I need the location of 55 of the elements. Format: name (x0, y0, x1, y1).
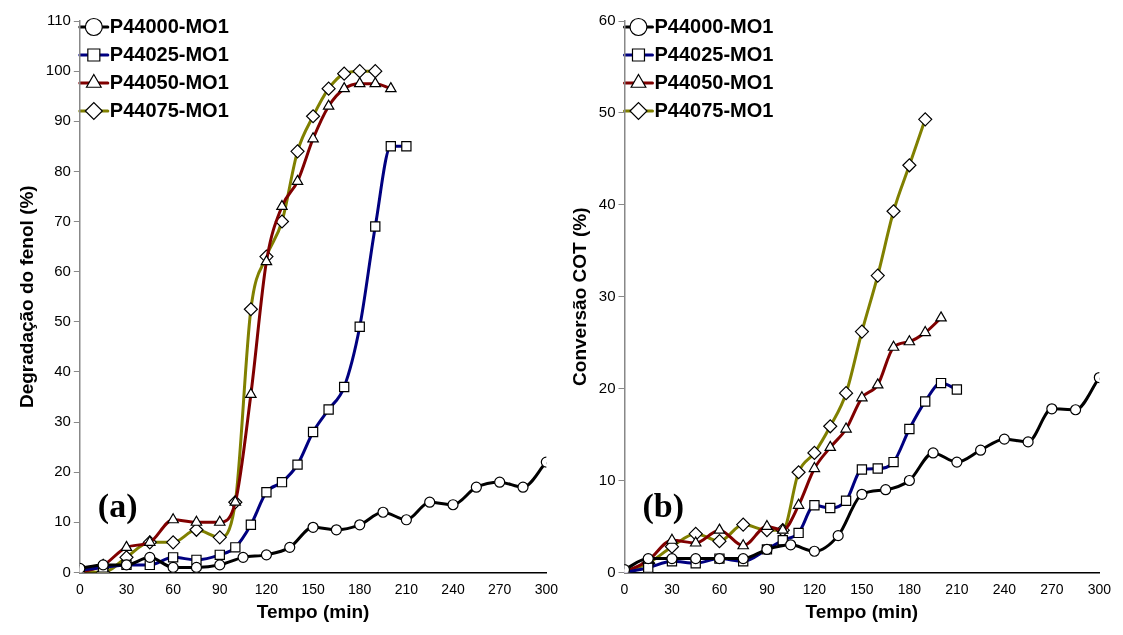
y-axis-title: Degradação do fenol (%) (15, 185, 37, 409)
legend-label: P44000-MO1 (654, 14, 774, 37)
x-tick-label: 270 (1040, 580, 1064, 597)
legend-label: P44050-MO1 (109, 70, 229, 93)
x-tick-label: 0 (620, 580, 629, 597)
x-tick-label: 210 (945, 580, 969, 597)
y-tick-label: 30 (54, 412, 71, 430)
y-tick-label: 30 (598, 286, 616, 304)
x-tick-label: 60 (711, 580, 728, 597)
y-tick-label: 50 (54, 311, 71, 329)
x-tick-label: 240 (992, 580, 1017, 597)
y-tick-label: 80 (54, 161, 71, 179)
y-tick-label: 40 (598, 194, 616, 212)
x-tick-label: 90 (211, 580, 228, 597)
x-tick-label: 90 (759, 580, 775, 597)
x-tick-label: 30 (664, 580, 680, 597)
x-tick-label: 270 (487, 580, 512, 597)
x-tick-label: 150 (301, 580, 325, 597)
y-tick-label: 90 (54, 111, 71, 129)
x-tick-label: 180 (348, 580, 372, 597)
y-tick-label: 40 (54, 362, 71, 380)
y-tick-label: 60 (598, 11, 616, 29)
x-tick-label: 240 (441, 580, 465, 597)
x-tick-label: 150 (850, 580, 874, 597)
x-tick-label: 120 (254, 580, 279, 597)
legend-label: P44050-MO1 (654, 70, 774, 93)
y-tick-label: 50 (598, 103, 616, 121)
y-tick-label: 10 (598, 470, 616, 488)
x-tick-label: 30 (118, 580, 135, 597)
y-tick-label: 70 (54, 211, 71, 229)
legend-label: P44025-MO1 (654, 42, 774, 65)
y-tick-label: 110 (46, 11, 71, 29)
y-axis-title: Conversão COT (%) (568, 207, 590, 386)
x-tick-label: 0 (75, 580, 84, 597)
x-axis-title: Tempo (min) (256, 600, 370, 622)
y-tick-label: 0 (62, 562, 71, 580)
y-tick-label: 100 (45, 61, 71, 79)
x-tick-label: 120 (802, 580, 827, 597)
y-tick-label: 20 (598, 378, 616, 396)
legend-label: P44075-MO1 (109, 98, 229, 121)
y-tick-label: 20 (54, 462, 71, 480)
x-tick-label: 60 (165, 580, 182, 597)
annotation: (a) (97, 487, 138, 526)
legend-label: P44000-MO1 (109, 14, 229, 37)
y-tick-label: 10 (54, 512, 71, 530)
x-tick-label: 300 (1087, 580, 1112, 597)
legend-label: P44025-MO1 (109, 42, 229, 65)
x-tick-label: 180 (897, 580, 922, 597)
legend-label: P44075-MO1 (654, 98, 774, 121)
y-tick-label: 60 (54, 261, 71, 279)
y-tick-label: 0 (607, 562, 616, 580)
x-tick-label: 300 (534, 580, 559, 597)
x-tick-label: 210 (394, 580, 419, 597)
annotation: (b) (642, 487, 685, 526)
x-axis-title: Tempo (min) (805, 600, 919, 622)
